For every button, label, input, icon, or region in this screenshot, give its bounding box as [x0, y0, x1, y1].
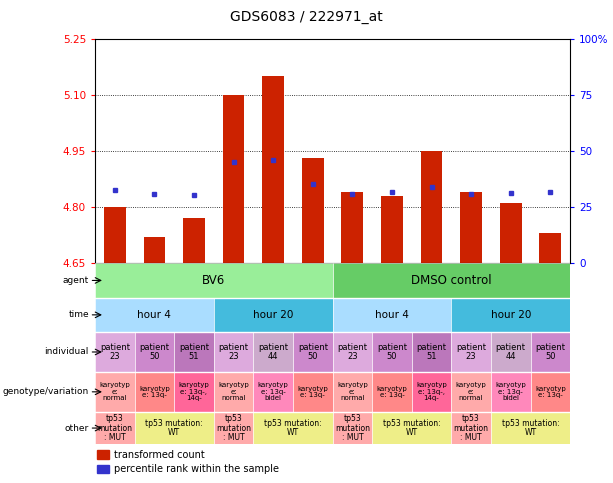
Bar	[372, 372, 412, 412]
Bar	[135, 412, 214, 444]
Bar	[223, 95, 245, 263]
Bar	[381, 196, 403, 263]
Bar	[174, 372, 214, 412]
Text: agent: agent	[63, 276, 89, 285]
Text: karyotyp
e: 13q-,
14q-: karyotyp e: 13q-, 14q-	[416, 383, 447, 401]
Text: BV6: BV6	[202, 274, 226, 287]
Bar	[253, 412, 332, 444]
Bar	[214, 412, 253, 444]
Bar	[451, 412, 491, 444]
Text: patient
23: patient 23	[337, 342, 367, 361]
Text: karyotyp
e:
normal: karyotyp e: normal	[218, 383, 249, 401]
Bar	[253, 332, 293, 372]
Bar	[530, 372, 570, 412]
Bar	[95, 263, 332, 298]
Bar	[530, 332, 570, 372]
Bar	[214, 332, 253, 372]
Bar	[95, 298, 214, 332]
Bar	[95, 332, 135, 372]
Text: other: other	[64, 424, 89, 433]
Text: patient
50: patient 50	[377, 342, 407, 361]
Bar	[451, 372, 491, 412]
Bar	[491, 372, 530, 412]
Text: patient
51: patient 51	[179, 342, 209, 361]
Text: patient
23: patient 23	[219, 342, 249, 361]
Bar	[143, 237, 166, 263]
Bar	[451, 332, 491, 372]
Text: DMSO control: DMSO control	[411, 274, 492, 287]
Bar	[97, 450, 109, 458]
Text: percentile rank within the sample: percentile rank within the sample	[114, 464, 279, 474]
Bar	[372, 412, 451, 444]
Bar	[293, 372, 332, 412]
Bar	[332, 372, 372, 412]
Bar	[253, 372, 293, 412]
Text: hour 20: hour 20	[253, 310, 294, 320]
Text: karyotyp
e:
normal: karyotyp e: normal	[337, 383, 368, 401]
Bar	[135, 332, 174, 372]
Text: karyotyp
e: 13q-: karyotyp e: 13q-	[535, 385, 566, 398]
Bar	[332, 412, 372, 444]
Text: karyotyp
e: 13q-: karyotyp e: 13q-	[297, 385, 328, 398]
Bar	[491, 412, 570, 444]
Text: tp53
mutation
: MUT: tp53 mutation : MUT	[454, 414, 489, 442]
Bar	[460, 192, 482, 263]
Text: patient
50: patient 50	[139, 342, 169, 361]
Text: patient
50: patient 50	[298, 342, 328, 361]
Text: patient
23: patient 23	[456, 342, 486, 361]
Text: transformed count: transformed count	[114, 450, 205, 459]
Text: patient
50: patient 50	[535, 342, 565, 361]
Text: time: time	[68, 311, 89, 319]
Text: patient
23: patient 23	[100, 342, 130, 361]
Text: individual: individual	[45, 347, 89, 356]
Text: patient
51: patient 51	[416, 342, 446, 361]
Text: karyotyp
e: 13q-
bidel: karyotyp e: 13q- bidel	[495, 383, 526, 401]
Bar	[293, 332, 332, 372]
Bar	[302, 158, 324, 263]
Bar	[341, 192, 364, 263]
Text: tp53
mutation
: MUT: tp53 mutation : MUT	[216, 414, 251, 442]
Bar	[174, 332, 214, 372]
Text: karyotyp
e: 13q-: karyotyp e: 13q-	[376, 385, 407, 398]
Text: GDS6083 / 222971_at: GDS6083 / 222971_at	[230, 10, 383, 24]
Bar	[95, 372, 135, 412]
Text: patient
44: patient 44	[258, 342, 288, 361]
Text: tp53
mutation
: MUT: tp53 mutation : MUT	[97, 414, 132, 442]
Text: karyotyp
e:
normal: karyotyp e: normal	[455, 383, 487, 401]
Bar	[421, 151, 443, 263]
Text: hour 4: hour 4	[137, 310, 172, 320]
Text: karyotyp
e: 13q-: karyotyp e: 13q-	[139, 385, 170, 398]
Text: tp53 mutation:
WT: tp53 mutation: WT	[264, 419, 322, 438]
Bar	[491, 332, 530, 372]
Bar	[214, 298, 332, 332]
Text: tp53
mutation
: MUT: tp53 mutation : MUT	[335, 414, 370, 442]
Bar	[97, 465, 109, 473]
Bar	[412, 372, 451, 412]
Bar	[412, 332, 451, 372]
Bar	[332, 263, 570, 298]
Bar	[262, 76, 284, 263]
Bar	[332, 332, 372, 372]
Text: genotype/variation: genotype/variation	[2, 387, 89, 397]
Text: hour 20: hour 20	[490, 310, 531, 320]
Text: karyotyp
e: 13q-
bidel: karyotyp e: 13q- bidel	[258, 383, 289, 401]
Bar	[214, 372, 253, 412]
Text: tp53 mutation:
WT: tp53 mutation: WT	[383, 419, 441, 438]
Bar	[539, 233, 561, 263]
Text: tp53 mutation:
WT: tp53 mutation: WT	[501, 419, 559, 438]
Bar	[500, 203, 522, 263]
Text: patient
44: patient 44	[496, 342, 526, 361]
Bar	[451, 298, 570, 332]
Text: hour 4: hour 4	[375, 310, 409, 320]
Text: tp53 mutation:
WT: tp53 mutation: WT	[145, 419, 203, 438]
Bar	[104, 207, 126, 263]
Bar	[95, 412, 135, 444]
Bar	[332, 298, 451, 332]
Bar	[135, 372, 174, 412]
Text: karyotyp
e:
normal: karyotyp e: normal	[99, 383, 130, 401]
Text: karyotyp
e: 13q-,
14q-: karyotyp e: 13q-, 14q-	[178, 383, 210, 401]
Bar	[183, 218, 205, 263]
Bar	[372, 332, 412, 372]
